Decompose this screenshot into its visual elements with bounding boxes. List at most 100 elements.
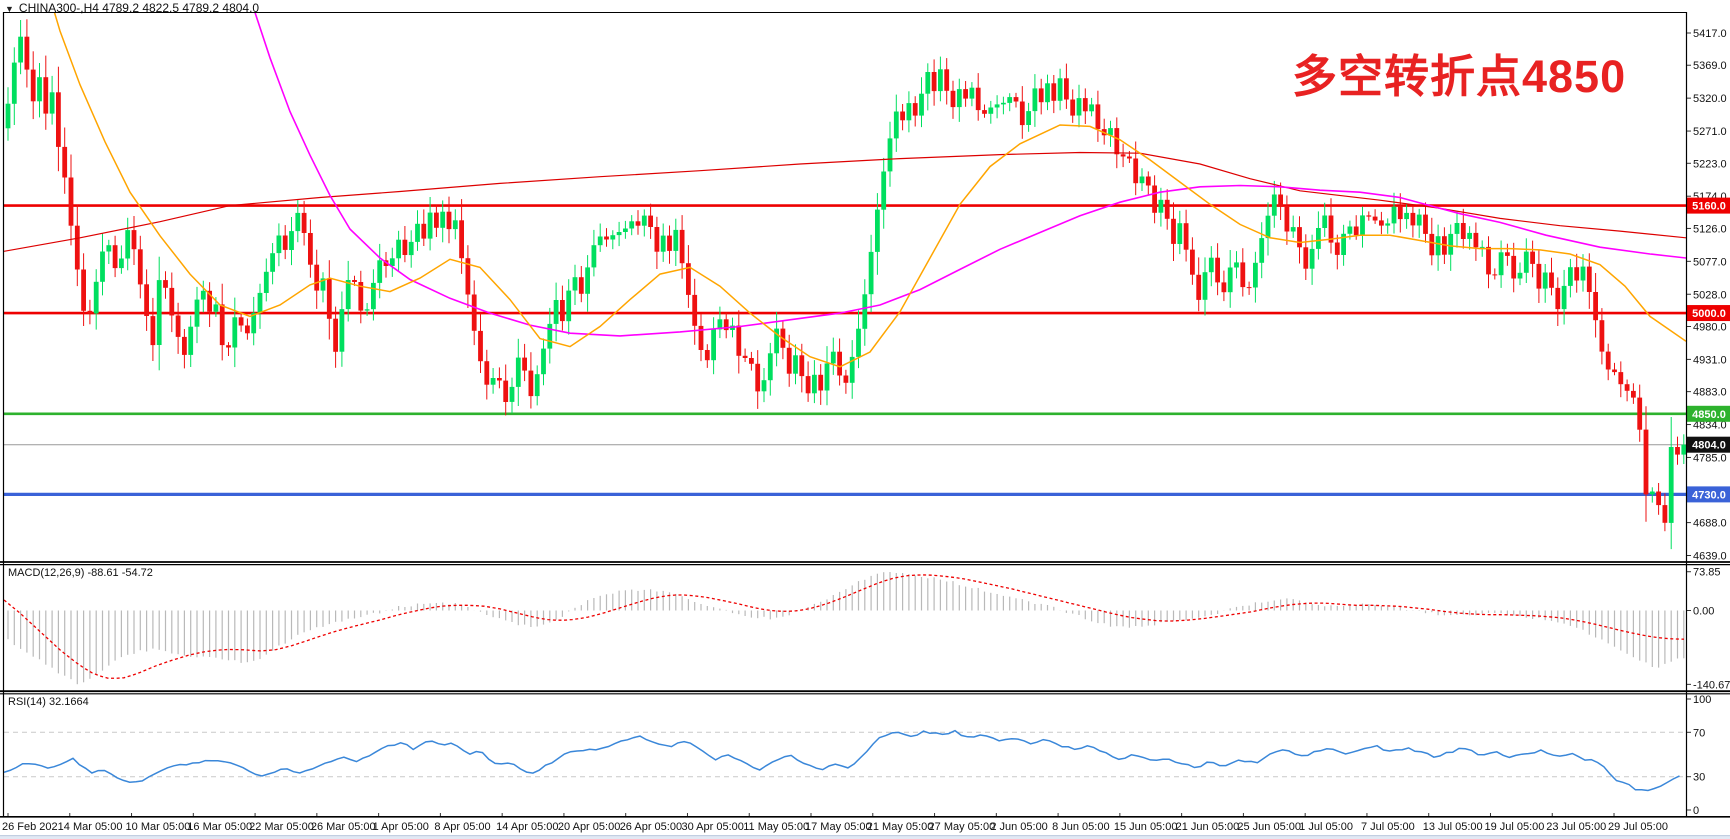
candle-body [81, 269, 86, 311]
candle-body [944, 69, 950, 91]
date-label: 21 Jun 05:00 [1176, 821, 1240, 833]
date-label: 26 Feb 2021 [2, 821, 64, 833]
candle-body [1549, 272, 1554, 288]
date-label: 1 Apr 05:00 [373, 821, 429, 833]
rsi-tick-label: 0 [1693, 805, 1699, 817]
candle-body [793, 355, 798, 374]
candle-body [1057, 78, 1063, 101]
candle-body [1082, 98, 1088, 112]
candle-body [975, 87, 981, 111]
candle-body [515, 357, 521, 387]
candle-body [389, 258, 395, 266]
price-tick-label: 4883.0 [1693, 387, 1727, 399]
main-panel[interactable] [4, 0, 1686, 550]
candle-body [1278, 194, 1283, 207]
price-tick-label: 4688.0 [1693, 518, 1727, 530]
ma-fast-orange [53, 13, 1686, 368]
candle-body [919, 93, 924, 116]
candle-body [1561, 285, 1567, 310]
current-price-label: 4804.0 [1692, 440, 1726, 452]
candle-body [1498, 252, 1504, 276]
candle-body [704, 350, 710, 361]
date-label: 14 Apr 05:00 [496, 821, 558, 833]
candle-body [427, 212, 433, 239]
candle-body [169, 287, 175, 316]
candle-body [736, 325, 742, 356]
date-label: 7 Jul 05:00 [1361, 821, 1415, 833]
candle-body [1164, 199, 1170, 219]
date-label: 19 Jul 05:00 [1484, 821, 1544, 833]
candle-body [1643, 429, 1649, 495]
candle-body [289, 231, 294, 250]
candle-body [1215, 257, 1220, 283]
dropdown-arrow-icon[interactable]: ▼ [5, 4, 14, 14]
candle-body [301, 212, 307, 233]
candle-body [257, 292, 263, 313]
candle-body [1467, 232, 1472, 239]
candle-body [1334, 242, 1340, 255]
candle-body [963, 89, 968, 99]
symbol-ohlc-text: CHINA300-,H4 4789.2 4822.5 4789.2 4804.0 [18, 1, 260, 15]
candle-body [969, 87, 975, 99]
candle-body [314, 264, 320, 291]
rsi-tick-label: 100 [1693, 694, 1711, 706]
candle-body [1297, 227, 1302, 248]
candle-body [1013, 97, 1019, 102]
candle-body [68, 177, 74, 226]
candle-body [49, 92, 55, 114]
rsi-panel[interactable] [4, 729, 1686, 792]
candle-body [219, 304, 225, 346]
candle-body [849, 356, 855, 383]
candle-body [1574, 267, 1580, 281]
candle-body [11, 62, 17, 104]
price-tick-label: 5223.0 [1693, 158, 1727, 170]
candle-body [1605, 351, 1611, 370]
candle-body [352, 280, 357, 282]
ma-mid-magenta [254, 13, 1686, 337]
candle-body [245, 325, 250, 334]
candle-body [156, 280, 162, 345]
date-label: 23 Jul 05:00 [1546, 821, 1606, 833]
candle-body [1271, 194, 1277, 216]
candle-body [43, 77, 49, 114]
candle-body [881, 171, 887, 210]
candle-body [1448, 233, 1454, 255]
candle-body [339, 309, 345, 352]
date-label: 15 Jun 05:00 [1114, 821, 1178, 833]
candle-body [938, 69, 943, 92]
rsi-line [4, 729, 1680, 792]
level-4730.0-label: 4730.0 [1692, 489, 1726, 501]
candle-body [1051, 83, 1057, 101]
rsi-label: RSI(14) 32.1664 [8, 696, 89, 708]
candle-body [408, 241, 414, 256]
price-tick-label: 5028.0 [1693, 289, 1727, 301]
date-label: 13 Jul 05:00 [1423, 821, 1483, 833]
candle-body [887, 138, 893, 172]
candle-body [421, 223, 427, 239]
candle-body [1133, 158, 1139, 184]
candle-body [93, 281, 99, 314]
macd-panel[interactable] [4, 572, 1685, 685]
candle-body [912, 103, 918, 116]
candle-body [119, 258, 124, 269]
candle-body [988, 107, 994, 114]
candle-body [1108, 128, 1113, 136]
price-tick-label: 4639.0 [1693, 551, 1727, 563]
candle-body [553, 300, 559, 324]
candle-body [1208, 257, 1214, 273]
candle-body [1568, 267, 1573, 286]
candle-body [87, 310, 93, 314]
candle-body [1593, 292, 1598, 321]
level-5160.0-label: 5160.0 [1692, 201, 1726, 213]
candle-body [578, 277, 584, 294]
candle-body [1460, 223, 1466, 239]
candle-body [251, 312, 257, 334]
price-tick-label: 4980.0 [1693, 321, 1727, 333]
candle-body [295, 212, 301, 232]
candle-body [276, 235, 282, 254]
candle-body [131, 230, 137, 250]
candle-body [560, 300, 565, 322]
candle-body [767, 353, 773, 381]
candle-body [1328, 215, 1334, 243]
